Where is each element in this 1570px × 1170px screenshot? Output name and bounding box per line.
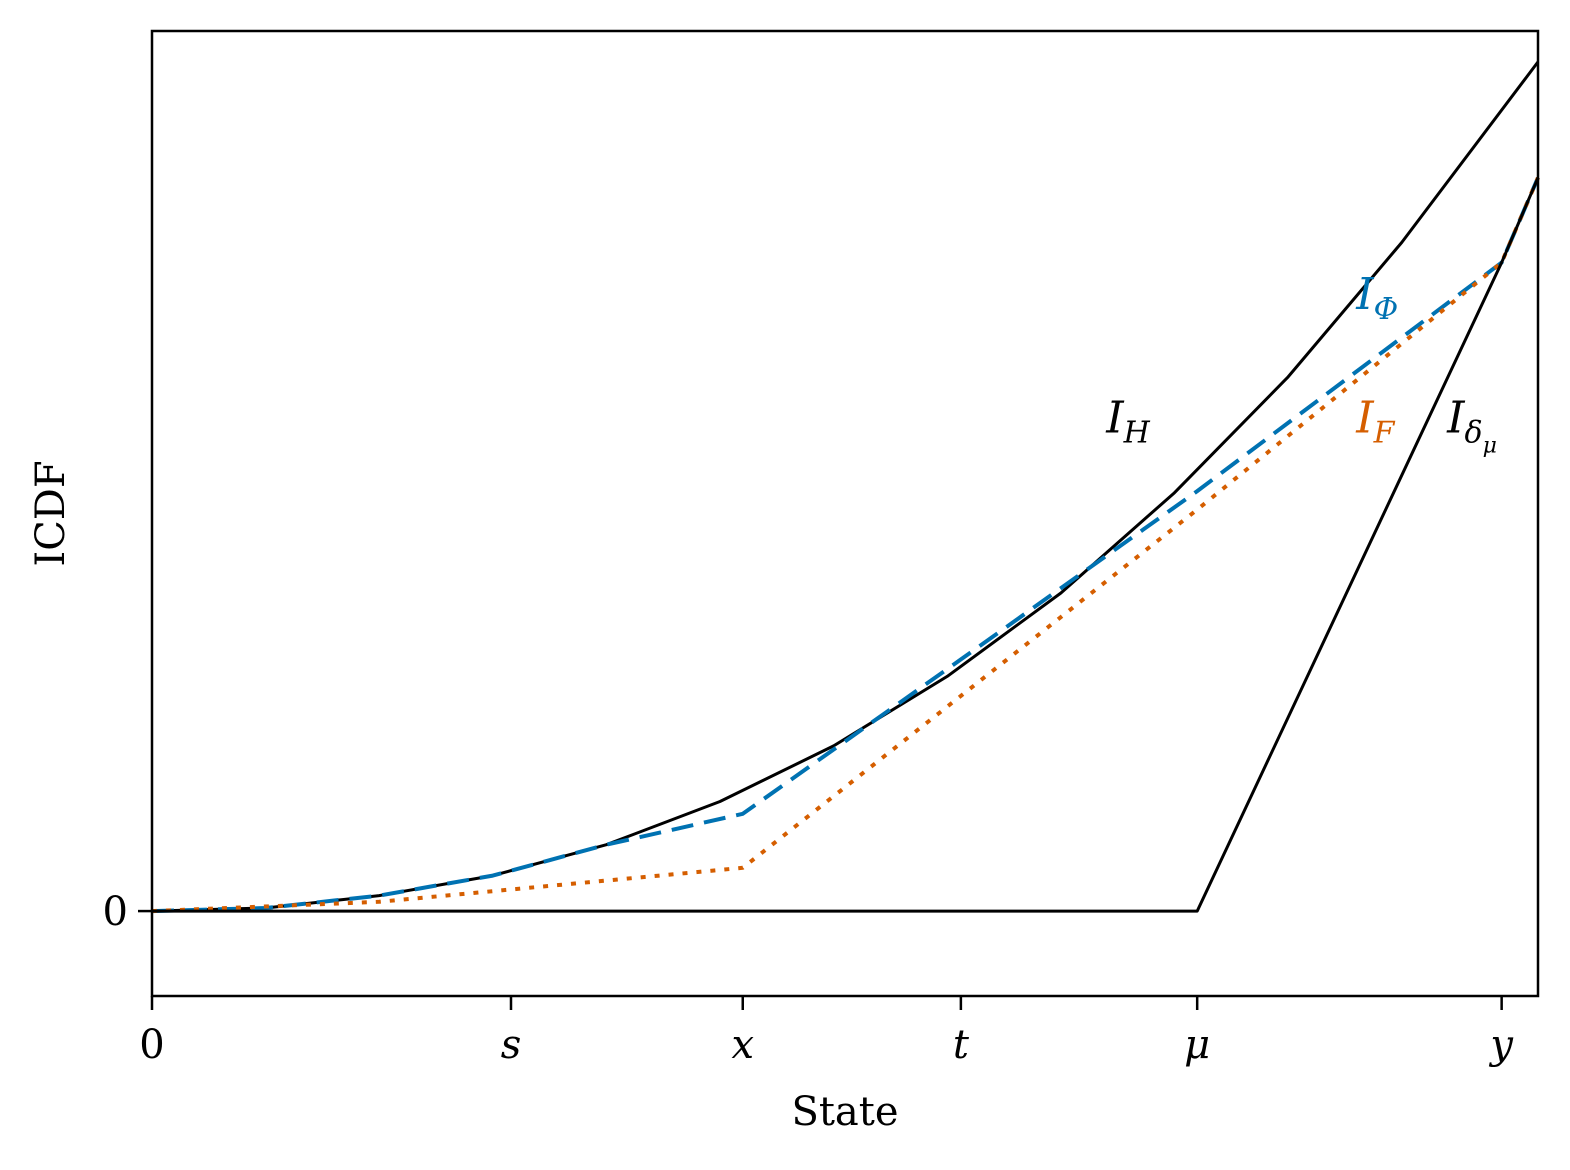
x-tick-label-1: s [501,1022,522,1068]
x-tick-label-4: μ [1184,1022,1210,1068]
x-tick-label-0: 0 [139,1022,164,1068]
curve-label-0: IH [1105,392,1150,450]
curve-label-2: IF [1355,392,1395,450]
x-tick-label-2: x [731,1022,754,1068]
y-axis: 0 [103,889,152,935]
series-layer [151,60,1540,914]
x-axis: 0 s x t μ y [139,996,1514,1068]
curve-labels: IH IΦ IF Iδμ [1105,269,1497,459]
curve-label-1: IΦ [1355,269,1398,327]
curve-label-3: Iδμ [1446,392,1497,458]
series-line-3 [152,177,1540,913]
series-line-0 [151,60,1540,913]
x-tick-label-3: t [953,1022,970,1068]
series-line-1 [151,176,1540,914]
plot-frame [150,29,1540,998]
x-axis-label: State [791,1089,898,1135]
x-tick-label-5: y [1488,1022,1514,1068]
y-tick-label-0: 0 [103,889,128,935]
y-axis-label: ICDF [28,460,74,566]
series-line-2 [151,176,1540,914]
